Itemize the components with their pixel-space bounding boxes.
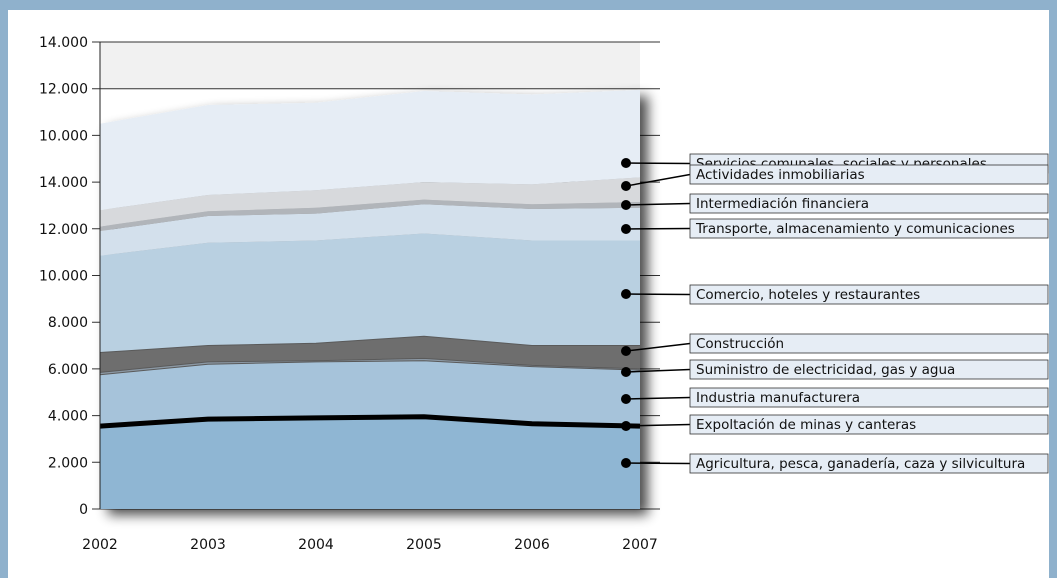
legend-label: Intermediación financiera xyxy=(696,196,869,212)
legend-connector xyxy=(625,227,691,230)
legend-item-agricultura-pesca-ganaderia-caza-y-silvicultura: Agricultura, pesca, ganadería, caza y si… xyxy=(621,453,1049,474)
legend-label: Industria manufacturera xyxy=(696,390,860,406)
y-tick-label: 14.000 xyxy=(39,35,88,51)
legend-label: Suministro de electricidad, gas y agua xyxy=(696,362,955,378)
legend-box xyxy=(689,387,1049,408)
y-tick-label: 10.000 xyxy=(39,269,88,285)
y-tick-label: 12.000 xyxy=(39,222,88,238)
legend: Servicios comunales, sociales y personal… xyxy=(621,153,1049,474)
area-transporte-almacenamiento-y-comunicaciones xyxy=(100,204,640,256)
legend-box xyxy=(689,453,1049,474)
legend-item-suministro-de-electricidad-gas-y-agua: Suministro de electricidad, gas y agua xyxy=(621,359,1049,380)
y-tick-label: 10.000 xyxy=(39,128,88,144)
plot-top-band xyxy=(100,42,640,89)
legend-dot xyxy=(621,346,631,356)
legend-dot xyxy=(621,181,631,191)
legend-connector xyxy=(625,342,691,352)
area-actividades-inmobiliarias xyxy=(100,177,640,227)
legend-connector xyxy=(625,173,691,187)
legend-box xyxy=(689,414,1049,435)
y-tick-label: 14.000 xyxy=(39,175,88,191)
area-servicios-comunales-sociales-y-personales xyxy=(100,89,640,211)
stack-group xyxy=(99,89,641,509)
y-tick-label: 6.000 xyxy=(48,362,88,378)
area-suministro-de-electricidad-gas-y-agua xyxy=(100,358,640,375)
area-boundary-line xyxy=(99,357,641,373)
legend-label: Comercio, hoteles y restaurantes xyxy=(696,287,920,303)
line-expoltacion-de-minas-y-canteras xyxy=(99,414,641,429)
x-tick-label: 2004 xyxy=(298,537,334,553)
area-boundary-line xyxy=(99,335,640,354)
legend-connector xyxy=(625,162,691,165)
legend-connector xyxy=(625,396,691,400)
y-tick-label: 8.000 xyxy=(48,315,88,331)
legend-item-actividades-inmobiliarias: Actividades inmobiliarias xyxy=(621,164,1049,191)
legend-label: Construcción xyxy=(696,336,784,352)
legend-label: Agricultura, pesca, ganadería, caza y si… xyxy=(696,456,1025,472)
legend-connector xyxy=(625,293,691,296)
legend-box xyxy=(689,164,1049,185)
area-layers xyxy=(99,89,641,509)
y-tick-label: 12.000 xyxy=(39,82,88,98)
legend-item-comercio-hoteles-y-restaurantes: Comercio, hoteles y restaurantes xyxy=(621,284,1049,305)
x-tick-label: 2007 xyxy=(622,537,658,553)
legend-label: Actividades inmobiliarias xyxy=(696,167,865,183)
legend-item-intermediacion-financiera: Intermediación financiera xyxy=(621,193,1049,214)
y-tick-label: 0 xyxy=(79,502,88,518)
legend-connector xyxy=(625,202,691,206)
legend-item-construccion: Construcción xyxy=(621,333,1049,356)
y-tick-label: 4.000 xyxy=(48,409,88,425)
area-boundary-line xyxy=(99,360,641,376)
area-agricultura-pesca-ganaderia-caza-y-silvicultura xyxy=(100,416,640,509)
y-tick-label: 2.000 xyxy=(48,455,88,471)
legend-box xyxy=(689,284,1049,305)
legend-dot xyxy=(621,367,631,377)
legend-connector xyxy=(625,423,691,427)
legend-item-expoltacion-de-minas-y-canteras: Expoltación de minas y canteras xyxy=(621,414,1049,435)
legend-item-industria-manufacturera: Industria manufacturera xyxy=(621,387,1049,408)
y-tick-labels: 0 2.000 4.000 6.000 8.000 10.000 12.000 14.000 1… xyxy=(39,35,88,518)
area-industria-manufacturera xyxy=(100,360,640,427)
legend-label: Transporte, almacenamiento y comunicacio… xyxy=(695,221,1015,237)
x-tick-labels: 2002 2003 2004 2005 2006 2007 xyxy=(82,537,658,553)
legend-label: Expoltación de minas y canteras xyxy=(696,417,916,433)
legend-box xyxy=(689,359,1049,380)
legend-dot xyxy=(621,158,631,168)
x-tick-label: 2003 xyxy=(190,537,226,553)
area-intermediacion-financiera xyxy=(100,199,640,232)
x-tick-label: 2006 xyxy=(514,537,550,553)
legend-box xyxy=(689,193,1049,214)
area-comercio-hoteles-y-restaurantes xyxy=(100,233,640,353)
legend-dot xyxy=(621,200,631,210)
legend-dot xyxy=(621,458,631,468)
x-tick-label: 2002 xyxy=(82,537,118,553)
legend-dot xyxy=(621,289,631,299)
legend-box xyxy=(689,218,1049,239)
legend-box xyxy=(689,333,1049,354)
legend-dot xyxy=(621,421,631,431)
legend-connector xyxy=(625,462,691,465)
legend-connector xyxy=(625,368,691,373)
legend-item-transporte-almacenamiento-y-comunicaciones: Transporte, almacenamiento y comunicacio… xyxy=(621,218,1049,239)
x-tick-label: 2005 xyxy=(406,537,442,553)
legend-dot xyxy=(621,224,631,234)
legend-dot xyxy=(621,394,631,404)
